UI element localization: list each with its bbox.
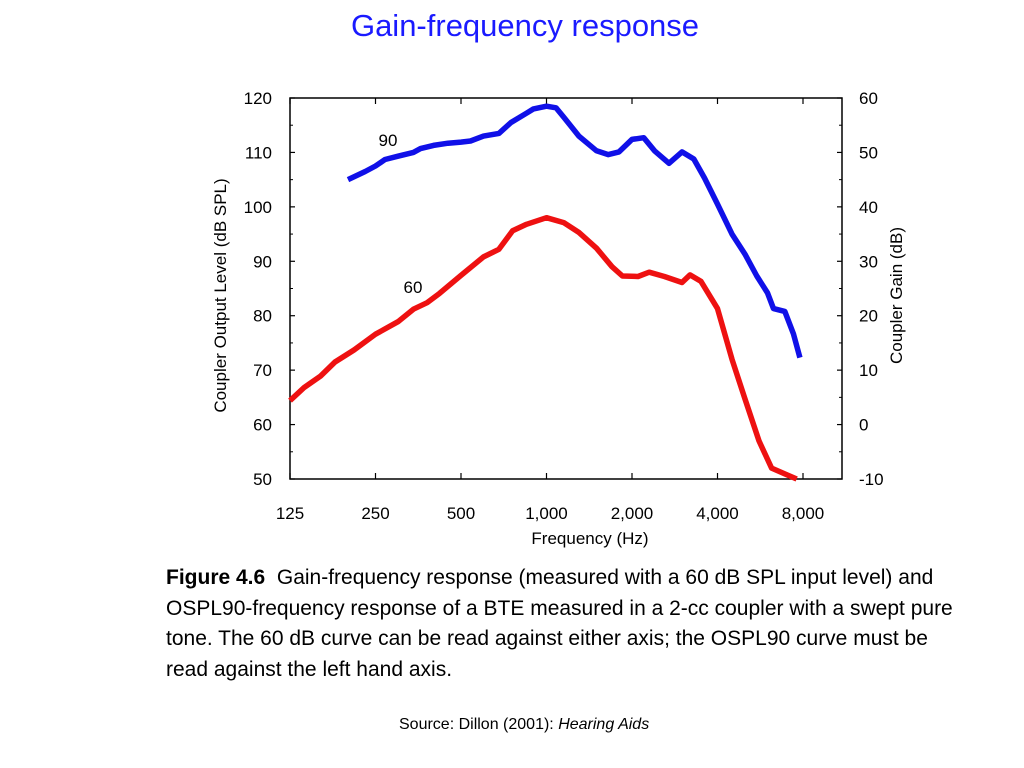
y-tick-label-left: 100	[244, 198, 272, 217]
axis-ticks	[289, 97, 842, 480]
series-label-60: 60	[404, 278, 423, 297]
y-axis-label-left: Coupler Output Level (dB SPL)	[211, 178, 230, 412]
x-tick-label: 4,000	[696, 504, 739, 523]
source-citation: Source: Dillon (2001): Hearing Aids	[399, 716, 649, 734]
x-axis-label: Frequency (Hz)	[531, 529, 648, 548]
x-tick-label: 125	[276, 504, 304, 523]
source-title: Hearing Aids	[558, 716, 650, 733]
y-tick-label-right: 50	[859, 143, 878, 162]
y-tick-label-left: 110	[245, 143, 272, 162]
y-tick-label-left: 60	[253, 416, 272, 435]
x-tick-label: 8,000	[782, 504, 825, 523]
y-tick-label-right: 20	[859, 307, 878, 326]
slide-title: Gain-frequency response	[350, 8, 700, 43]
x-tick-label: 250	[361, 504, 389, 523]
figure-caption: Figure 4.6 Gain-frequency response (meas…	[166, 563, 956, 685]
source-prefix: Source: Dillon (2001):	[399, 716, 559, 733]
y-tick-label-right: 40	[859, 198, 878, 217]
y-tick-label-left: 80	[253, 307, 272, 326]
tick-labels: 50 -10 60 0 70 10 80 20 90 30 100 40 110 50 120 60 125 25…	[244, 89, 884, 523]
plot-border	[289, 97, 843, 480]
y-axis-label-right: Coupler Gain (dB)	[887, 227, 906, 364]
plot-frame	[289, 97, 843, 480]
y-tick-label-right: 60	[859, 89, 878, 108]
line-chart: 50 -10 60 0 70 10 80 20 90 30 100 40 110 50 120 60 125 25…	[211, 89, 906, 548]
series-group: 90 60	[288, 103, 803, 482]
figure-label: Figure 4.6	[166, 566, 266, 589]
y-tick-label-right: 30	[859, 252, 878, 271]
y-tick-label-right: 0	[859, 416, 868, 435]
series-label-90: 90	[379, 131, 398, 150]
x-tick-label: 2,000	[611, 504, 654, 523]
x-tick-label: 1,000	[525, 504, 568, 523]
y-tick-label-left: 50	[253, 470, 272, 489]
y-tick-label-right: -10	[859, 470, 884, 489]
series-line-60	[288, 214, 798, 482]
x-tick-label: 500	[447, 504, 475, 523]
y-tick-label-left: 120	[244, 89, 272, 108]
y-tick-label-right: 10	[859, 361, 878, 380]
caption-text: Gain-frequency response (measured with a…	[166, 566, 953, 681]
series-line-90	[346, 103, 803, 359]
y-tick-label-left: 70	[253, 361, 272, 380]
y-tick-label-left: 90	[253, 252, 272, 271]
